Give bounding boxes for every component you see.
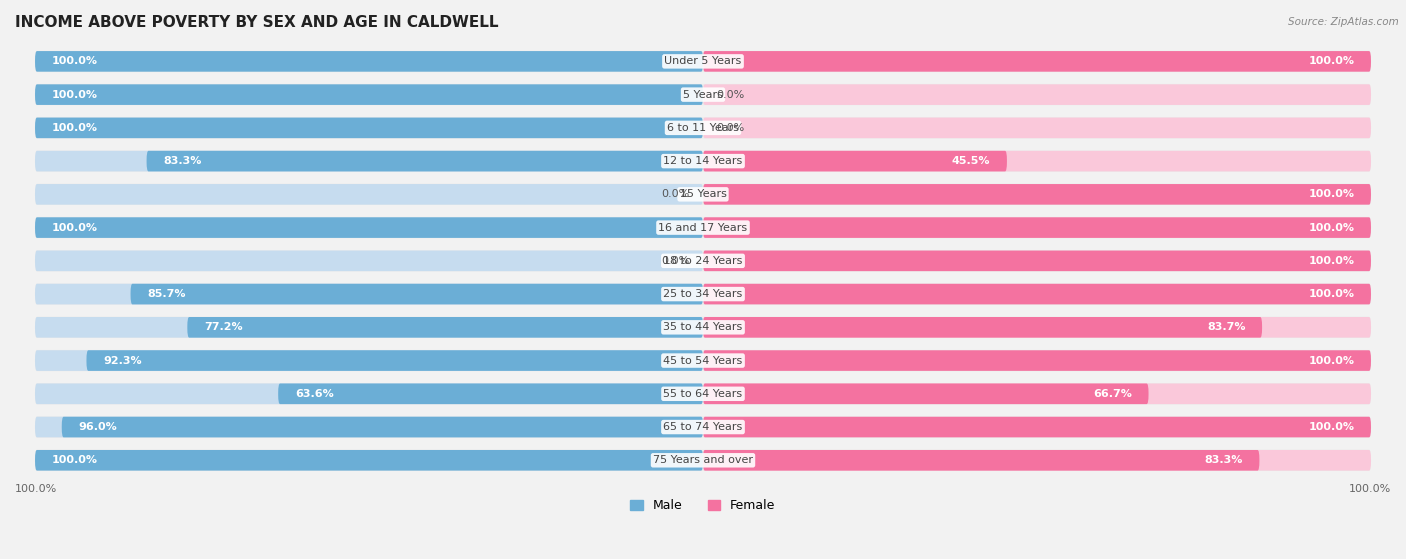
FancyBboxPatch shape: [146, 151, 703, 172]
FancyBboxPatch shape: [703, 350, 1371, 371]
FancyBboxPatch shape: [703, 51, 1371, 72]
Text: Under 5 Years: Under 5 Years: [665, 56, 741, 67]
Text: 15 Years: 15 Years: [679, 190, 727, 200]
FancyBboxPatch shape: [35, 450, 703, 471]
FancyBboxPatch shape: [703, 417, 1371, 437]
Text: 100.0%: 100.0%: [52, 89, 98, 100]
Text: 92.3%: 92.3%: [103, 356, 142, 366]
FancyBboxPatch shape: [35, 217, 703, 238]
FancyBboxPatch shape: [35, 184, 1371, 205]
FancyBboxPatch shape: [87, 350, 703, 371]
FancyBboxPatch shape: [703, 151, 1371, 172]
Text: 12 to 14 Years: 12 to 14 Years: [664, 156, 742, 166]
Text: 75 Years and over: 75 Years and over: [652, 455, 754, 465]
FancyBboxPatch shape: [35, 51, 703, 72]
Text: 100.0%: 100.0%: [52, 455, 98, 465]
FancyBboxPatch shape: [35, 250, 703, 271]
FancyBboxPatch shape: [703, 217, 1371, 238]
Text: 35 to 44 Years: 35 to 44 Years: [664, 323, 742, 332]
Text: 83.3%: 83.3%: [1205, 455, 1243, 465]
FancyBboxPatch shape: [703, 450, 1260, 471]
Text: 83.7%: 83.7%: [1206, 323, 1246, 332]
FancyBboxPatch shape: [703, 383, 1371, 404]
FancyBboxPatch shape: [703, 84, 1371, 105]
Text: 63.6%: 63.6%: [295, 389, 333, 399]
FancyBboxPatch shape: [703, 117, 1371, 138]
FancyBboxPatch shape: [35, 117, 1371, 139]
FancyBboxPatch shape: [35, 449, 1371, 471]
FancyBboxPatch shape: [35, 284, 703, 305]
FancyBboxPatch shape: [703, 151, 1007, 172]
FancyBboxPatch shape: [35, 51, 1371, 72]
FancyBboxPatch shape: [35, 184, 703, 205]
FancyBboxPatch shape: [35, 84, 703, 105]
FancyBboxPatch shape: [131, 284, 703, 305]
FancyBboxPatch shape: [35, 117, 703, 138]
Text: 100.0%: 100.0%: [52, 123, 98, 133]
Text: 0.0%: 0.0%: [717, 89, 745, 100]
Text: 100.0%: 100.0%: [1308, 356, 1354, 366]
Text: 45 to 54 Years: 45 to 54 Years: [664, 356, 742, 366]
FancyBboxPatch shape: [35, 350, 1371, 371]
Text: 100.0%: 100.0%: [1308, 256, 1354, 266]
Text: 100.0%: 100.0%: [52, 56, 98, 67]
FancyBboxPatch shape: [35, 283, 1371, 305]
FancyBboxPatch shape: [703, 284, 1371, 305]
FancyBboxPatch shape: [35, 217, 1371, 238]
Text: 100.0%: 100.0%: [1308, 222, 1354, 233]
Text: 5 Years: 5 Years: [683, 89, 723, 100]
Text: 0.0%: 0.0%: [717, 123, 745, 133]
Text: 100.0%: 100.0%: [1308, 289, 1354, 299]
FancyBboxPatch shape: [35, 317, 703, 338]
Text: 85.7%: 85.7%: [148, 289, 186, 299]
Text: 65 to 74 Years: 65 to 74 Years: [664, 422, 742, 432]
Text: 0.0%: 0.0%: [661, 256, 689, 266]
FancyBboxPatch shape: [35, 350, 703, 371]
Legend: Male, Female: Male, Female: [626, 494, 780, 518]
Text: 100.0%: 100.0%: [1308, 56, 1354, 67]
FancyBboxPatch shape: [278, 383, 703, 404]
FancyBboxPatch shape: [35, 383, 1371, 405]
Text: 18 to 24 Years: 18 to 24 Years: [664, 256, 742, 266]
Text: 100.0%: 100.0%: [1308, 422, 1354, 432]
FancyBboxPatch shape: [703, 250, 1371, 271]
FancyBboxPatch shape: [35, 84, 1371, 105]
FancyBboxPatch shape: [35, 416, 1371, 438]
Text: 100.0%: 100.0%: [1348, 484, 1391, 494]
FancyBboxPatch shape: [35, 250, 1371, 272]
Text: INCOME ABOVE POVERTY BY SEX AND AGE IN CALDWELL: INCOME ABOVE POVERTY BY SEX AND AGE IN C…: [15, 15, 499, 30]
FancyBboxPatch shape: [35, 317, 1371, 338]
Text: 77.2%: 77.2%: [204, 323, 243, 332]
FancyBboxPatch shape: [35, 417, 703, 437]
FancyBboxPatch shape: [703, 317, 1371, 338]
FancyBboxPatch shape: [62, 417, 703, 437]
Text: 6 to 11 Years: 6 to 11 Years: [666, 123, 740, 133]
Text: 45.5%: 45.5%: [952, 156, 990, 166]
Text: 100.0%: 100.0%: [52, 222, 98, 233]
FancyBboxPatch shape: [35, 151, 703, 172]
Text: 55 to 64 Years: 55 to 64 Years: [664, 389, 742, 399]
FancyBboxPatch shape: [703, 383, 1149, 404]
FancyBboxPatch shape: [703, 317, 1263, 338]
FancyBboxPatch shape: [35, 383, 703, 404]
Text: 0.0%: 0.0%: [661, 190, 689, 200]
Text: 66.7%: 66.7%: [1092, 389, 1132, 399]
Text: 100.0%: 100.0%: [1308, 190, 1354, 200]
Text: 100.0%: 100.0%: [15, 484, 58, 494]
Text: 25 to 34 Years: 25 to 34 Years: [664, 289, 742, 299]
FancyBboxPatch shape: [703, 450, 1371, 471]
FancyBboxPatch shape: [703, 184, 1371, 205]
Text: 16 and 17 Years: 16 and 17 Years: [658, 222, 748, 233]
FancyBboxPatch shape: [187, 317, 703, 338]
Text: 83.3%: 83.3%: [163, 156, 201, 166]
Text: Source: ZipAtlas.com: Source: ZipAtlas.com: [1288, 17, 1399, 27]
FancyBboxPatch shape: [35, 150, 1371, 172]
Text: 96.0%: 96.0%: [79, 422, 117, 432]
